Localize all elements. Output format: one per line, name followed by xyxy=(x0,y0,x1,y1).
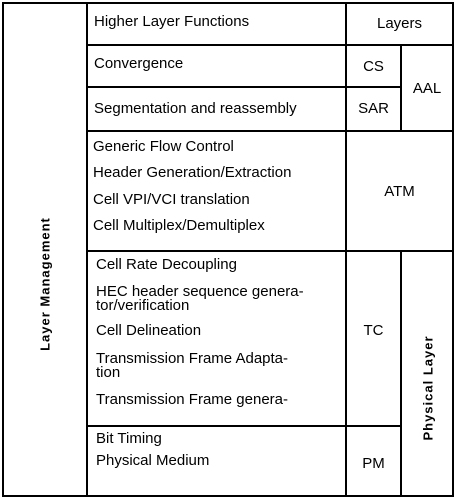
tc-function-item: Cell Rate Decoupling xyxy=(96,256,237,273)
atm-function-item: Cell Multiplex/Demultiplex xyxy=(93,217,265,234)
tc-label: TC xyxy=(363,322,384,339)
pm-label: PM xyxy=(362,455,385,472)
tc-function-item: Cell Delineation xyxy=(96,322,202,339)
physical-layer-cell xyxy=(400,250,454,497)
atm-label: ATM xyxy=(384,183,415,200)
tc-function-item: tor/verification xyxy=(96,297,190,314)
atm-function-item: Header Generation/Extraction xyxy=(93,164,292,181)
physical-layer-label: Physical Layer xyxy=(420,335,436,441)
cs-label: CS xyxy=(363,58,384,75)
layer-management-label: Layer Management xyxy=(37,217,53,351)
tc-function-item: Transmission Frame Adapta- xyxy=(96,350,289,367)
atm-function-item: Generic Flow Control xyxy=(93,138,234,155)
sar-label: SAR xyxy=(358,100,389,117)
higher-layer-functions: Higher Layer Functions xyxy=(94,13,250,30)
convergence-label: Convergence xyxy=(94,55,184,72)
tc-function-item: Transmission Frame genera- xyxy=(96,391,289,408)
aal-label: AAL xyxy=(412,80,442,97)
tc-function-item: tion xyxy=(96,364,121,381)
segmentation-reassembly-label: Segmentation and reassembly xyxy=(94,100,297,117)
pm-function-item: Physical Medium xyxy=(96,452,210,469)
pm-function-item: Bit Timing xyxy=(96,430,162,447)
atm-function-item: Cell VPI/VCI translation xyxy=(93,191,250,208)
tc-function-item: HEC header sequence genera- xyxy=(96,283,304,300)
layers-label: Layers xyxy=(376,15,423,32)
